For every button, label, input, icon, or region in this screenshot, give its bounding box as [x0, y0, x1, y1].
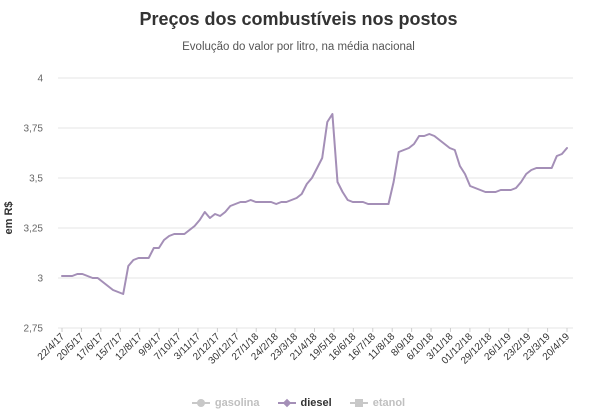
y-tick-label: 3,75 [24, 124, 44, 135]
y-axis-ticks: 2,75 3 3,25 3,5 3,75 4 [24, 74, 44, 335]
y-tick-label: 2,75 [24, 324, 44, 335]
legend-label-gasolina: gasolina [214, 397, 260, 409]
legend: gasolina diesel etanol [0, 397, 597, 409]
chart-title: Preços dos combustíveis nos postos [139, 9, 458, 29]
y-tick-label: 3 [37, 274, 43, 285]
legend-label-etanol: etanol [372, 397, 406, 409]
y-tick-label: 3,5 [29, 174, 43, 185]
legend-item-diesel[interactable]: diesel [277, 397, 332, 409]
y-tick-label: 4 [37, 74, 43, 85]
legend-item-gasolina[interactable]: gasolina [191, 397, 260, 409]
legend-label-diesel: diesel [300, 397, 332, 409]
grid-lines [58, 77, 573, 329]
y-tick-label: 3,25 [24, 224, 44, 235]
series-layer [61, 113, 568, 295]
chart-subtitle: Evolução do valor por litro, na média na… [182, 41, 415, 53]
legend-marker-diesel [277, 398, 296, 408]
legend-marker-etanol [349, 398, 368, 408]
y-axis-label: em R$ [3, 201, 15, 234]
legend-marker-gasolina [191, 398, 210, 408]
x-axis-ticks: 22/4/1720/5/1717/6/1715/7/1712/8/179/9/1… [36, 328, 572, 367]
legend-item-etanol[interactable]: etanol [349, 397, 406, 409]
series-line-diesel [61, 113, 568, 295]
